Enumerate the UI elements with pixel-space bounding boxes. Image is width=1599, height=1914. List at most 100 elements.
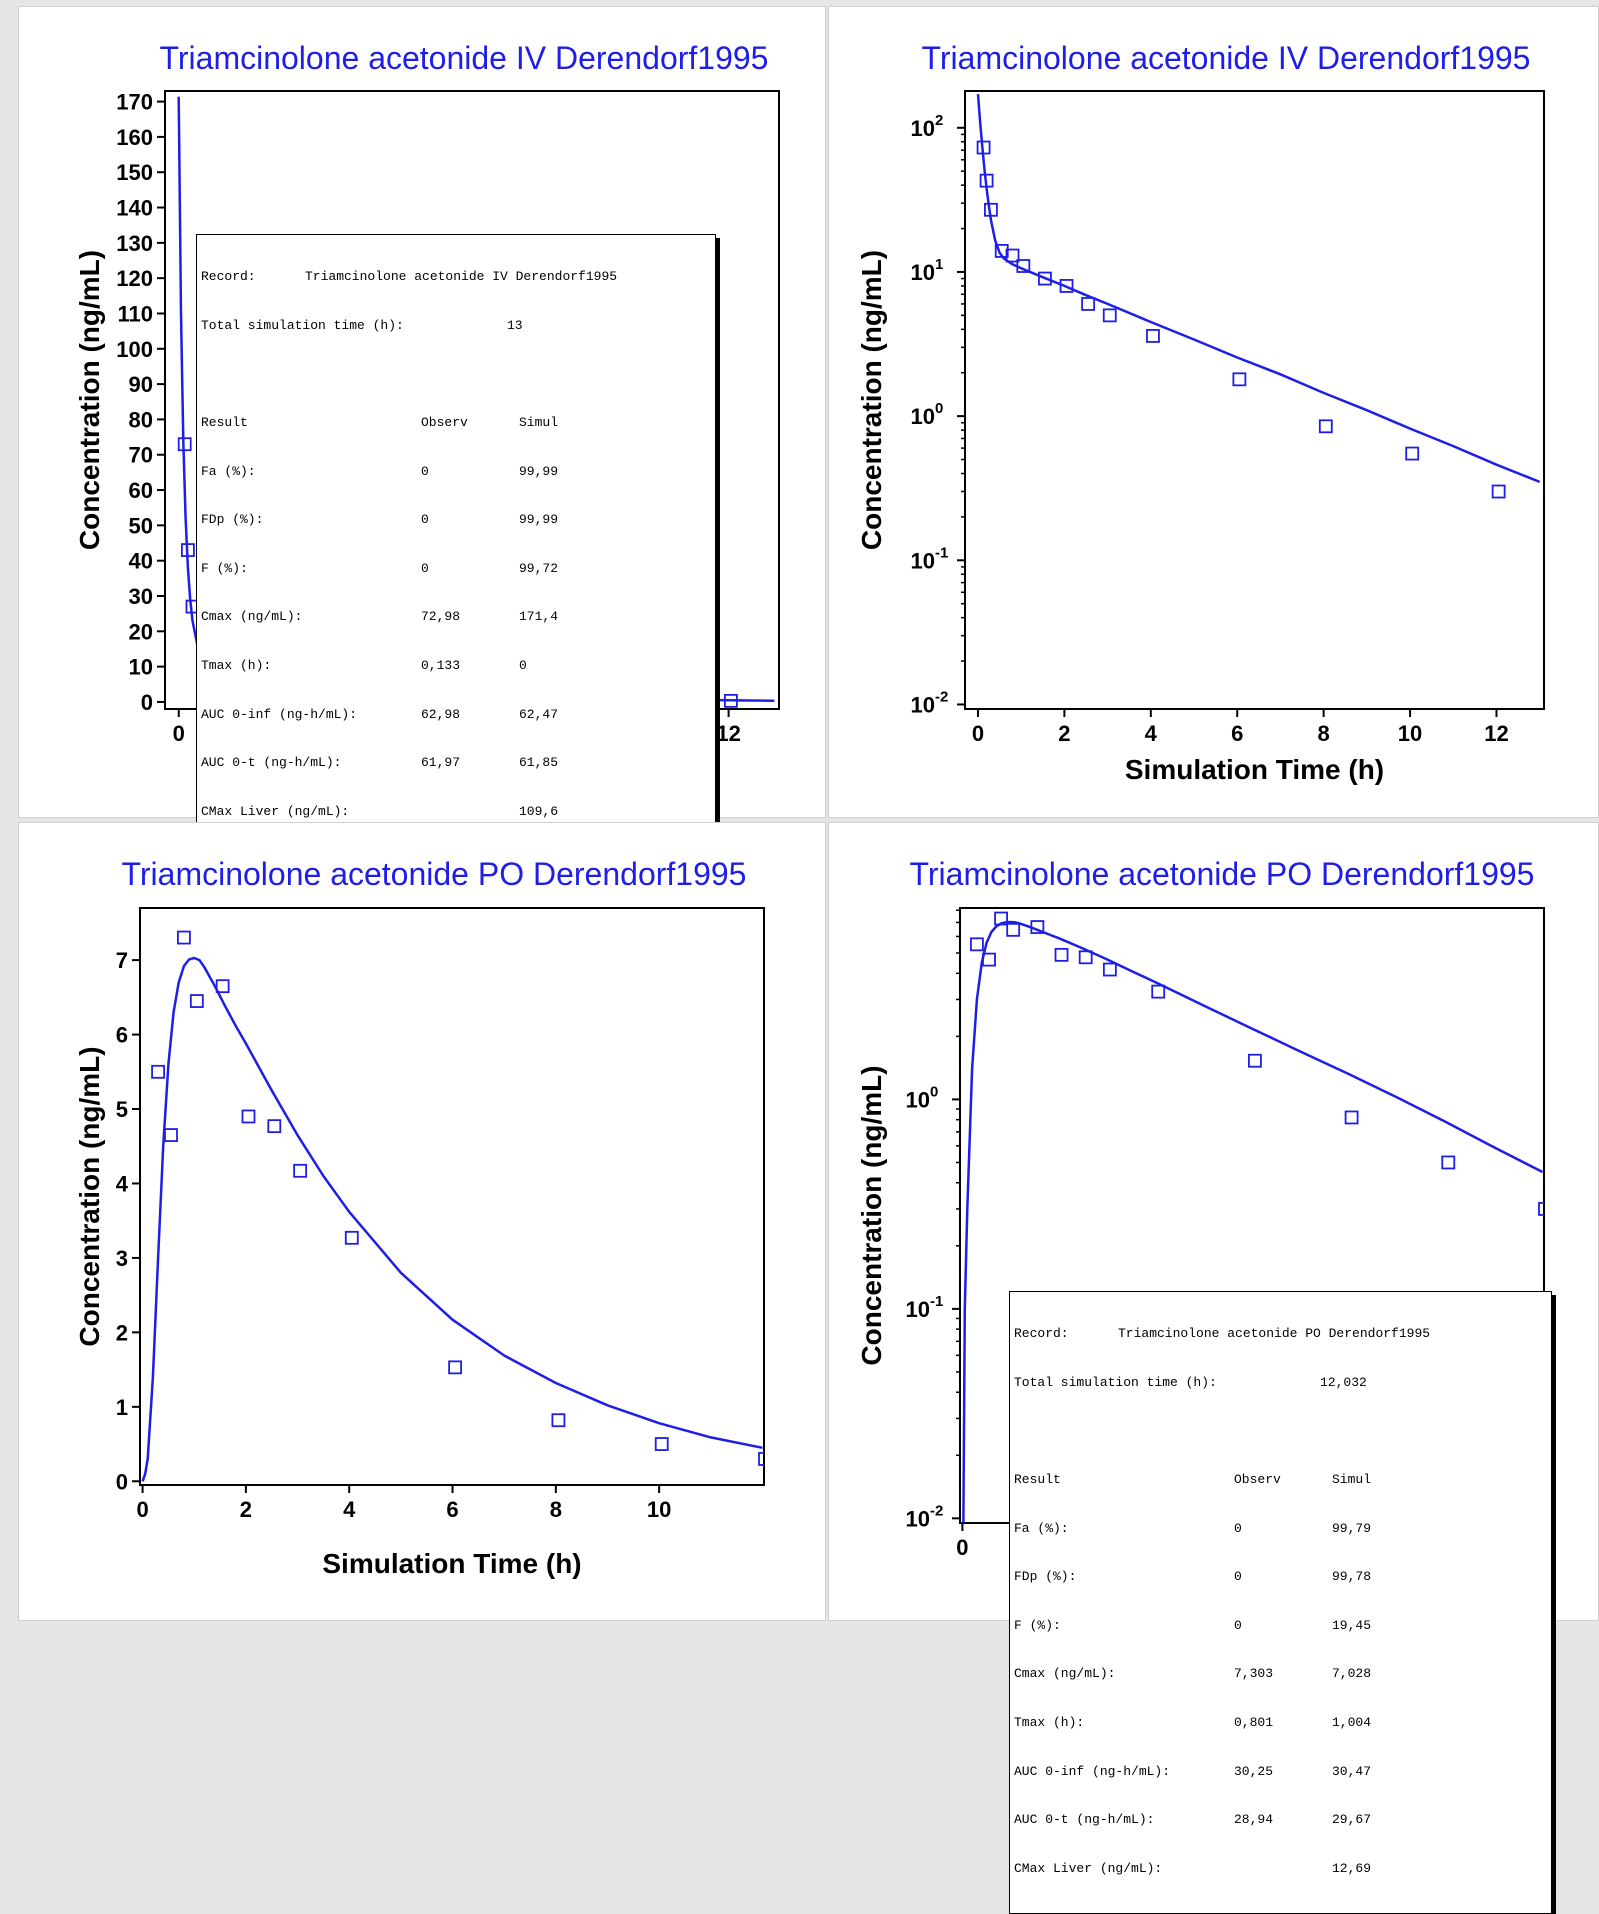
simulated-curve — [962, 920, 1544, 1523]
chart-panel-po-linear: Triamcinolone acetonide PO Derendorf1995… — [18, 822, 826, 1621]
results-box-po: Record: Triamcinolone acetonide PO Derend… — [1009, 1291, 1552, 1914]
observed-point — [1102, 962, 1117, 977]
x-tick-label: 12 — [1484, 721, 1508, 746]
observed-point — [1441, 1155, 1456, 1170]
chart-title: Triamcinolone acetonide PO Derendorf1995 — [910, 856, 1535, 892]
observed-point — [293, 1163, 308, 1178]
observed-point — [551, 1413, 566, 1428]
simulation-time-value: 13 — [507, 318, 523, 334]
x-tick-label: 2 — [240, 1497, 252, 1522]
x-tick-label: 6 — [1231, 721, 1243, 746]
series-group — [962, 911, 1544, 1523]
observed-point — [654, 1437, 669, 1451]
chart-title: Triamcinolone acetonide PO Derendorf1995 — [122, 856, 747, 892]
chart-title: Triamcinolone acetonide IV Derendorf1995 — [922, 40, 1531, 76]
y-tick-exponent: 2 — [935, 112, 943, 129]
observed-point — [1146, 329, 1160, 343]
x-tick-label: 8 — [550, 1497, 562, 1522]
observed-point — [1102, 308, 1117, 323]
y-tick-label: 7 — [116, 948, 128, 973]
y-tick-label: 80 — [129, 407, 153, 432]
y-tick-label: 1 — [116, 1395, 128, 1420]
plot-area — [964, 90, 1545, 710]
chart-iv-log: Triamcinolone acetonide IV Derendorf1995… — [856, 40, 1545, 785]
series-group — [141, 930, 764, 1482]
plot-area — [139, 907, 765, 1486]
results-row: CMax Liver (ng/mL): 12,69 — [1014, 1860, 1372, 1876]
x-tick-label: 12 — [716, 721, 740, 746]
x-axis-label: Simulation Time (h) — [1125, 754, 1384, 785]
y-tick-label: 10 — [911, 116, 935, 141]
observed-point — [1016, 259, 1031, 273]
y-tick-label: 10 — [911, 260, 935, 285]
y-tick-label: 10 — [906, 1506, 930, 1531]
y-tick-label: 110 — [118, 301, 154, 326]
y-tick-label: 6 — [116, 1023, 128, 1048]
observed-point — [215, 979, 230, 994]
x-tick-label: 4 — [1145, 721, 1158, 746]
x-tick-label: 0 — [956, 1535, 968, 1560]
observed-point — [181, 543, 195, 557]
results-row: FDp (%): 0 99,78 — [1014, 1569, 1372, 1585]
y-tick-label: 70 — [129, 443, 153, 468]
observed-point — [1078, 950, 1093, 965]
x-tick-label: 0 — [173, 721, 185, 746]
y-axis-label: Concentration (ng/mL) — [74, 1046, 105, 1346]
y-tick-label: 60 — [129, 478, 153, 503]
simulated-curve — [141, 956, 763, 1482]
y-tick-label: 90 — [129, 372, 153, 397]
observed-point — [758, 1452, 764, 1466]
observed-point — [448, 1360, 462, 1375]
observed-point — [1081, 297, 1096, 311]
observed-point — [151, 1064, 165, 1079]
chart-grid: Triamcinolone acetonide IV Derendorf1995… — [18, 6, 1599, 1914]
results-row: AUC 0-inf (ng-h/mL): 30,25 30,47 — [1014, 1763, 1372, 1779]
x-tick-label: 8 — [1318, 721, 1330, 746]
y-tick-label: 20 — [129, 619, 153, 644]
results-row: FDp (%): 0 99,99 — [201, 512, 559, 528]
results-row: Cmax (ng/mL): 72,98 171,4 — [201, 609, 559, 625]
record-row: Record: Triamcinolone acetonide PO Derend… — [1014, 1326, 1431, 1342]
results-row: F (%): 0 99,72 — [201, 560, 559, 576]
y-tick-exponent: -1 — [935, 544, 948, 561]
x-tick-label: 0 — [136, 1497, 148, 1522]
observed-point — [976, 140, 991, 155]
results-header: Result Observ Simul — [201, 415, 559, 431]
observed-point — [1318, 419, 1333, 434]
record-value: Triamcinolone acetonide PO Derendorf1995 — [1118, 1326, 1431, 1342]
record-value: Triamcinolone acetonide IV Derendorf1995 — [305, 269, 618, 285]
y-tick-label: 150 — [116, 160, 153, 185]
observed-point — [344, 1230, 359, 1245]
x-tick-label: 4 — [343, 1497, 356, 1522]
results-row: CMax Liver (ng/mL): 109,6 — [201, 803, 559, 819]
observed-point — [1054, 947, 1069, 962]
y-tick-label: 0 — [141, 690, 153, 715]
observed-point — [994, 911, 1008, 926]
results-row: AUC 0-t (ng-h/mL): 28,94 29,67 — [1014, 1812, 1372, 1828]
y-tick-label: 30 — [129, 584, 153, 609]
observed-point — [982, 952, 996, 967]
observed-point — [177, 930, 191, 945]
y-tick-label: 10 — [911, 692, 935, 717]
y-tick-exponent: -1 — [930, 1293, 943, 1310]
observed-point — [177, 437, 192, 452]
observed-point — [1538, 1202, 1544, 1216]
results-row: Tmax (h): 0,133 0 — [201, 658, 527, 674]
chart-panel-po-log: Triamcinolone acetonide PO Derendorf1995… — [828, 822, 1599, 1914]
y-tick-label: 40 — [129, 549, 153, 574]
series-group — [976, 94, 1541, 499]
observed-point — [1006, 922, 1021, 937]
observed-point — [723, 693, 738, 708]
simulated-curve — [976, 94, 1541, 484]
chart-title: Triamcinolone acetonide IV Derendorf1995 — [160, 40, 769, 76]
observed-point — [1344, 1110, 1359, 1125]
observed-point — [1405, 446, 1420, 461]
observed-point — [1491, 484, 1506, 499]
results-row: AUC 0-inf (ng-h/mL): 62,98 62,47 — [201, 706, 559, 722]
simulation-time-row: Total simulation time (h): 12,032 — [1014, 1375, 1367, 1391]
results-box-iv: Record: Triamcinolone acetonide IV Derend… — [196, 234, 716, 857]
y-tick-label: 10 — [911, 548, 935, 573]
observed-point — [1030, 920, 1045, 934]
observed-point — [970, 937, 984, 952]
y-axis-label: Concentration (ng/mL) — [856, 1065, 887, 1365]
